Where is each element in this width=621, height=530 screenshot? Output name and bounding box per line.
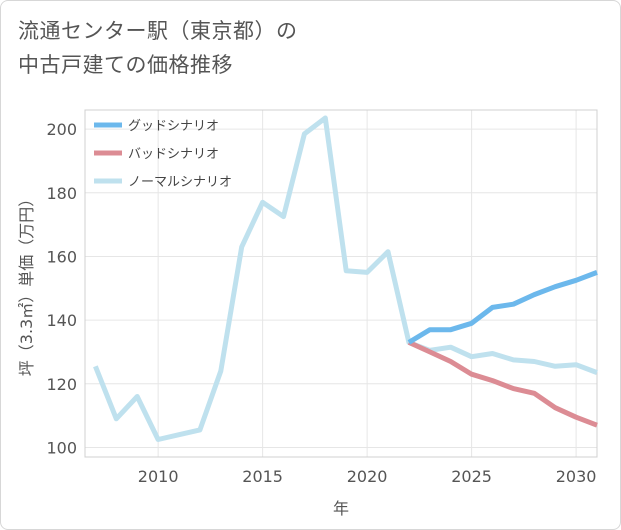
x-tick-label: 2025 [451,467,492,486]
series-line-0 [407,270,598,345]
y-tick-label: 120 [46,375,77,394]
y-tick-label: 180 [46,184,77,203]
legend-label: ノーマルシナリオ [128,175,232,190]
chart-title: 流通センター駅（東京都）の 中古戸建ての価格推移 [18,19,298,77]
x-tick-label: 2015 [242,467,283,486]
y-tick-labels: 100 120 140 160 180 200 [46,120,77,457]
y-tick-label: 100 [46,438,77,457]
y-axis-label: 坪（3.3㎡）単価（万円） [17,191,36,376]
series-lines [93,115,598,442]
grid-lines [85,110,597,457]
x-tick-labels: 2010 2015 2020 2025 2030 [138,467,597,486]
x-tick-label: 2030 [556,467,597,486]
legend-label: バッドシナリオ [128,147,219,162]
y-tick-label: 200 [46,120,77,139]
plot-border [84,109,598,458]
plot-frame [84,109,598,458]
series-line-1 [407,340,598,428]
x-axis-label: 年 [333,499,349,518]
legend-label: グッドシナリオ [128,119,219,134]
y-tick-label: 160 [46,247,77,266]
y-tick-label: 140 [46,311,77,330]
x-tick-label: 2010 [138,467,179,486]
x-tick-label: 2020 [347,467,388,486]
series-line-2 [93,115,598,442]
